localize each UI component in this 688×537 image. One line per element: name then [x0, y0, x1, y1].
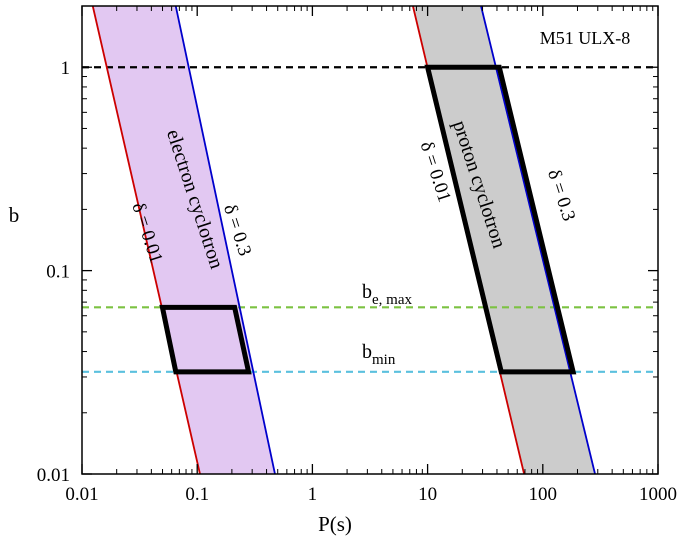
electron-delta-03-line [174, 6, 276, 474]
x-tick-label: 100 [529, 484, 558, 505]
electron-delta-001-line [91, 6, 201, 474]
legend-label: M51 ULX-8 [540, 28, 631, 48]
b-min-label: bmin [362, 341, 396, 368]
proton-allowed-box [424, 64, 577, 375]
proton-cyclotron-band [412, 6, 596, 474]
b-e-max-label: be, max [362, 281, 412, 308]
x-axis-title: P(s) [318, 512, 352, 536]
x-tick-label: 0.1 [185, 484, 209, 505]
x-tick-label: 1000 [639, 484, 677, 505]
delta-annotation: δ = 0.3 [543, 167, 579, 224]
proton-delta-03-line [480, 6, 596, 474]
plot-frame [81, 5, 659, 475]
electron-allowed-box [159, 304, 252, 375]
x-tick-label: 0.01 [65, 484, 98, 505]
y-tick-label: 0.1 [46, 262, 70, 283]
y-tick-label: 1 [61, 58, 71, 79]
plot-area [82, 6, 658, 474]
y-axis-title: b [9, 203, 20, 227]
y-tick-label: 0.01 [37, 465, 70, 486]
x-tick-label: 10 [418, 484, 437, 505]
x-tick-label: 1 [308, 484, 318, 505]
electron-cyclotron-band [92, 6, 275, 474]
